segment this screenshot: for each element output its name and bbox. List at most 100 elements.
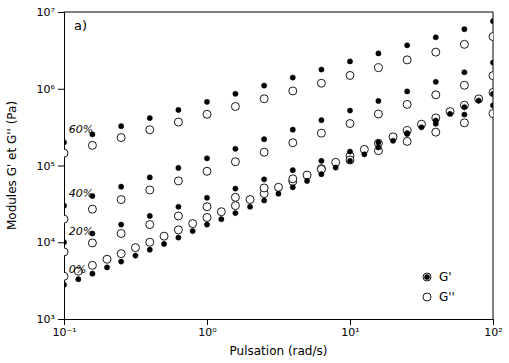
filled-point xyxy=(304,178,309,183)
open-point xyxy=(131,244,139,252)
open-point xyxy=(217,208,225,216)
open-point xyxy=(432,48,440,56)
y-tick-label: 10⁶ xyxy=(37,83,56,96)
filled-point xyxy=(476,98,481,103)
filled-point xyxy=(319,172,324,177)
filled-point xyxy=(190,228,195,233)
open-point xyxy=(260,95,268,103)
y-tick-label: 10³ xyxy=(37,313,55,326)
chart: 10⁻¹10⁰10¹10²10³10⁴10⁵10⁶10⁷60%40%20%0%a… xyxy=(0,0,509,363)
filled-point xyxy=(176,165,181,170)
open-point xyxy=(432,91,440,99)
x-tick-mark xyxy=(493,319,494,325)
legend-marker xyxy=(423,273,431,281)
filled-point xyxy=(204,156,209,161)
filled-point xyxy=(319,67,324,72)
filled-point xyxy=(204,99,209,104)
open-point xyxy=(289,175,297,183)
filled-point xyxy=(405,131,410,136)
filled-point xyxy=(233,91,238,96)
open-point xyxy=(117,250,125,258)
plot-frame xyxy=(64,12,493,319)
series-label: 40% xyxy=(69,187,93,200)
open-point xyxy=(117,196,125,204)
filled-point xyxy=(64,140,67,145)
filled-point xyxy=(161,241,166,246)
open-point xyxy=(475,95,483,103)
open-point xyxy=(489,89,493,97)
y-tick-label: 10⁷ xyxy=(37,6,55,19)
open-point xyxy=(203,110,211,118)
open-point xyxy=(88,205,96,213)
open-point xyxy=(432,128,440,136)
filled-point xyxy=(119,222,124,227)
open-point xyxy=(374,110,382,118)
points xyxy=(64,19,493,288)
filled-point xyxy=(362,152,367,157)
filled-point xyxy=(347,59,352,64)
filled-point xyxy=(64,282,67,287)
filled-point xyxy=(490,19,493,24)
legend-item: G'' xyxy=(423,290,455,304)
filled-point xyxy=(176,204,181,209)
filled-point xyxy=(490,91,493,96)
open-point xyxy=(64,215,68,223)
filled-point xyxy=(433,121,438,126)
filled-point xyxy=(376,140,381,145)
series xyxy=(64,72,493,223)
x-tick: 10¹ xyxy=(341,319,359,339)
open-point xyxy=(146,221,154,229)
open-point xyxy=(246,196,254,204)
filled-point xyxy=(433,35,438,40)
filled-point xyxy=(347,108,352,113)
open-point xyxy=(64,149,68,157)
filled-point xyxy=(119,259,124,264)
open-point xyxy=(489,72,493,80)
filled-point xyxy=(104,265,109,270)
open-point xyxy=(146,186,154,194)
open-point xyxy=(274,183,282,191)
legend-label: G' xyxy=(439,270,452,284)
filled-point xyxy=(219,217,224,222)
series xyxy=(64,89,493,281)
filled-point xyxy=(376,145,381,150)
open-point xyxy=(289,87,297,95)
y-tick: 10⁴ xyxy=(37,236,64,249)
y-tick-label: 10⁵ xyxy=(37,160,55,173)
filled-point xyxy=(333,165,338,170)
filled-point xyxy=(290,185,295,190)
open-point xyxy=(231,193,239,201)
open-point xyxy=(346,71,354,79)
x-tick-mark xyxy=(207,319,208,325)
open-point xyxy=(189,220,197,228)
open-point xyxy=(174,212,182,220)
filled-point xyxy=(204,222,209,227)
open-point xyxy=(146,126,154,134)
open-point xyxy=(231,158,239,166)
filled-point xyxy=(290,127,295,132)
filled-point xyxy=(262,137,267,142)
open-point xyxy=(260,148,268,156)
x-tick: 10⁻¹ xyxy=(52,319,76,339)
open-point xyxy=(117,230,125,238)
open-point xyxy=(64,248,68,256)
open-point xyxy=(317,129,325,137)
x-axis-line xyxy=(65,320,494,326)
filled-point xyxy=(204,195,209,200)
open-point xyxy=(64,272,68,280)
open-point xyxy=(289,139,297,147)
open-point xyxy=(174,226,182,234)
filled-point xyxy=(319,118,324,123)
open-point xyxy=(174,177,182,185)
filled-point xyxy=(147,175,152,180)
open-point xyxy=(203,203,211,211)
title: a) xyxy=(74,18,87,33)
filled-point xyxy=(64,240,67,245)
series xyxy=(64,110,493,256)
filled-point xyxy=(462,112,467,117)
filled-point xyxy=(462,27,467,32)
texts: 60%40%20%0%a) xyxy=(69,18,93,276)
open-point xyxy=(446,108,454,116)
open-point xyxy=(374,64,382,72)
x-tick-mark xyxy=(350,319,351,325)
